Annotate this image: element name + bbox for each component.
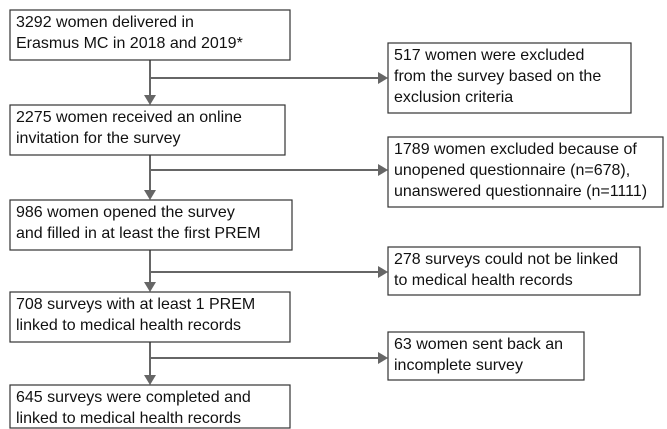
step-box-text: Erasmus MC in 2018 and 2019* [16, 35, 243, 52]
step-box-text: and filled in at least the first PREM [16, 225, 261, 242]
step-box-text: 986 women opened the survey [16, 204, 235, 221]
arrowhead [378, 164, 388, 176]
exclusion-box-text: exclusion criteria [394, 89, 513, 106]
step-box-text: 708 surveys with at least 1 PREM [16, 296, 255, 313]
exclusion-box [387, 246, 641, 296]
step-box [9, 384, 291, 429]
arrowhead [144, 95, 156, 105]
exclusion-box-text: unopened questionnaire (n=678), [394, 162, 630, 179]
exclusion-box-text: 517 women were excluded [394, 47, 584, 64]
arrowhead [378, 72, 388, 84]
arrowhead [144, 190, 156, 200]
step-box-text: invitation for the survey [16, 130, 181, 147]
exclusion-box-text: unanswered questionnaire (n=1111) [394, 183, 647, 200]
exclusion-box-text: 1789 women excluded because of [394, 141, 637, 158]
exclusion-box-text: from the survey based on the [394, 68, 601, 85]
step-box [9, 291, 291, 343]
step-box-text: linked to medical health records [16, 410, 241, 427]
exclusion-box-text: to medical health records [394, 272, 573, 289]
exclusion-box-text: 278 surveys could not be linked [394, 251, 618, 268]
step-box-text: 645 surveys were completed and [16, 389, 251, 406]
step-box-text: 2275 women received an online [16, 109, 242, 126]
arrowhead [144, 282, 156, 292]
exclusion-box [387, 136, 664, 208]
arrowhead [378, 352, 388, 364]
arrowhead [144, 375, 156, 385]
step-box [9, 9, 291, 61]
exclusion-box-text: 63 women sent back an [394, 336, 563, 353]
arrowhead [378, 266, 388, 278]
step-box [9, 199, 293, 251]
exclusion-box-text: incomplete survey [394, 357, 523, 374]
step-box [9, 104, 286, 156]
step-box-text: linked to medical health records [16, 317, 241, 334]
exclusion-box [387, 42, 632, 114]
exclusion-box [387, 331, 585, 381]
step-box-text: 3292 women delivered in [16, 14, 194, 31]
